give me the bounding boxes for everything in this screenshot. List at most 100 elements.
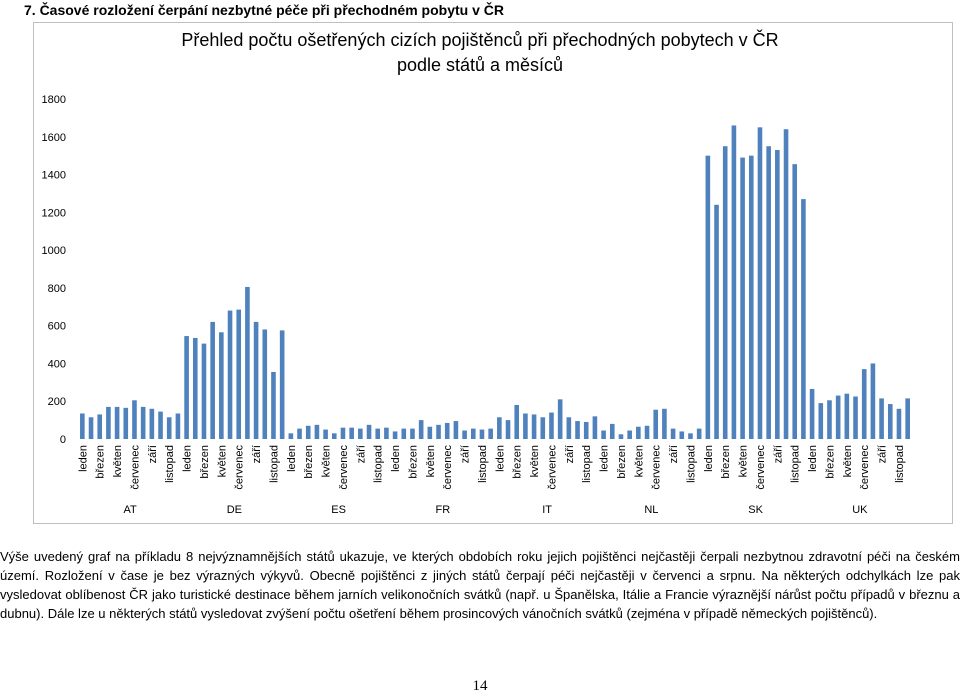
x-tick-label: červenec	[651, 445, 663, 490]
y-tick-label: 400	[48, 358, 66, 370]
x-tick-label: leden	[286, 445, 298, 472]
x-tick-label: leden	[807, 445, 819, 472]
y-tick-label: 1000	[42, 245, 66, 257]
chart-title: podle států a měsíců	[397, 55, 563, 75]
x-tick-label: červenec	[859, 445, 871, 490]
bar	[470, 428, 476, 439]
x-tick-label: červenec	[546, 445, 558, 490]
bar	[340, 427, 346, 439]
bar	[870, 363, 876, 439]
x-tick-label: listopad	[581, 445, 593, 483]
bar	[175, 413, 181, 439]
paragraph: Výše uvedený graf na příkladu 8 nejvýzna…	[0, 549, 960, 621]
x-tick-label: březen	[824, 445, 836, 479]
x-tick-label: březen	[95, 445, 107, 479]
bar	[766, 146, 771, 439]
bar	[801, 199, 806, 439]
bar	[149, 408, 155, 439]
x-tick-label: září	[251, 445, 263, 463]
group-label: FR	[436, 504, 451, 516]
bar	[688, 433, 693, 439]
group-label: UK	[852, 504, 868, 516]
x-tick-label: září	[460, 445, 472, 463]
bar	[123, 407, 129, 439]
x-tick-label: květen	[425, 445, 437, 477]
bar	[731, 125, 737, 439]
bar	[323, 429, 328, 439]
bar	[696, 428, 702, 439]
bar	[392, 431, 398, 439]
x-tick-label: červenec	[338, 445, 350, 490]
x-tick-label: leden	[494, 445, 506, 472]
bar	[566, 417, 572, 439]
x-tick-label: září	[772, 445, 784, 463]
y-tick-label: 200	[48, 396, 66, 408]
x-tick-label: leden	[703, 445, 715, 472]
bar	[809, 388, 815, 439]
bar	[636, 426, 641, 439]
bar	[384, 427, 389, 439]
x-tick-label: červenec	[234, 445, 246, 490]
bar	[227, 310, 233, 439]
x-tick-label: listopad	[164, 445, 176, 483]
x-tick-label: květen	[321, 445, 333, 477]
bar	[166, 417, 172, 439]
x-tick-label: listopad	[373, 445, 385, 483]
bar	[479, 429, 485, 439]
bar	[592, 416, 598, 439]
x-tick-label: březen	[720, 445, 732, 479]
y-tick-label: 1200	[42, 207, 66, 219]
bar	[853, 396, 858, 439]
bar	[184, 336, 189, 439]
bar	[88, 417, 94, 439]
x-tick-label: listopad	[790, 445, 802, 483]
bar	[132, 400, 137, 439]
bar	[497, 417, 502, 439]
bar	[401, 428, 407, 439]
x-tick-label: květen	[216, 445, 228, 477]
x-tick-label: květen	[112, 445, 124, 477]
bar	[358, 428, 363, 439]
bar	[835, 395, 841, 439]
bar	[583, 422, 589, 439]
bar	[844, 393, 850, 439]
x-tick-label: listopad	[685, 445, 697, 483]
x-tick-label: leden	[599, 445, 611, 472]
x-tick-label: červenec	[129, 445, 141, 490]
bar	[757, 127, 763, 439]
bar	[279, 330, 285, 439]
bar	[106, 406, 111, 439]
bar	[140, 406, 146, 439]
x-tick-label: září	[668, 445, 680, 463]
bar	[792, 164, 798, 439]
bar	[488, 428, 493, 439]
group-label: SK	[748, 504, 763, 516]
bar	[418, 420, 424, 439]
bar	[627, 430, 632, 439]
bar	[271, 371, 276, 439]
bar	[896, 408, 902, 439]
bar	[192, 337, 198, 439]
bar	[375, 428, 381, 439]
bar	[210, 321, 215, 439]
group-label: ES	[331, 504, 346, 516]
x-tick-label: leden	[77, 445, 89, 472]
x-tick-label: březen	[303, 445, 315, 479]
bar	[366, 424, 372, 439]
bar	[505, 420, 511, 439]
bar	[410, 428, 415, 439]
x-tick-label: září	[355, 445, 367, 463]
bar	[575, 421, 580, 439]
x-tick-label: září	[564, 445, 576, 463]
y-tick-label: 800	[48, 283, 66, 295]
bar	[714, 204, 719, 439]
x-tick-label: květen	[738, 445, 750, 477]
bar	[236, 309, 242, 439]
bar	[601, 430, 606, 439]
x-tick-label: březen	[512, 445, 524, 479]
bar	[288, 433, 294, 439]
heading: 7. Časové rozložení čerpání nezbytné péč…	[24, 2, 504, 18]
x-tick-label: leden	[182, 445, 194, 472]
x-tick-label: květen	[633, 445, 645, 477]
bar	[557, 399, 563, 439]
